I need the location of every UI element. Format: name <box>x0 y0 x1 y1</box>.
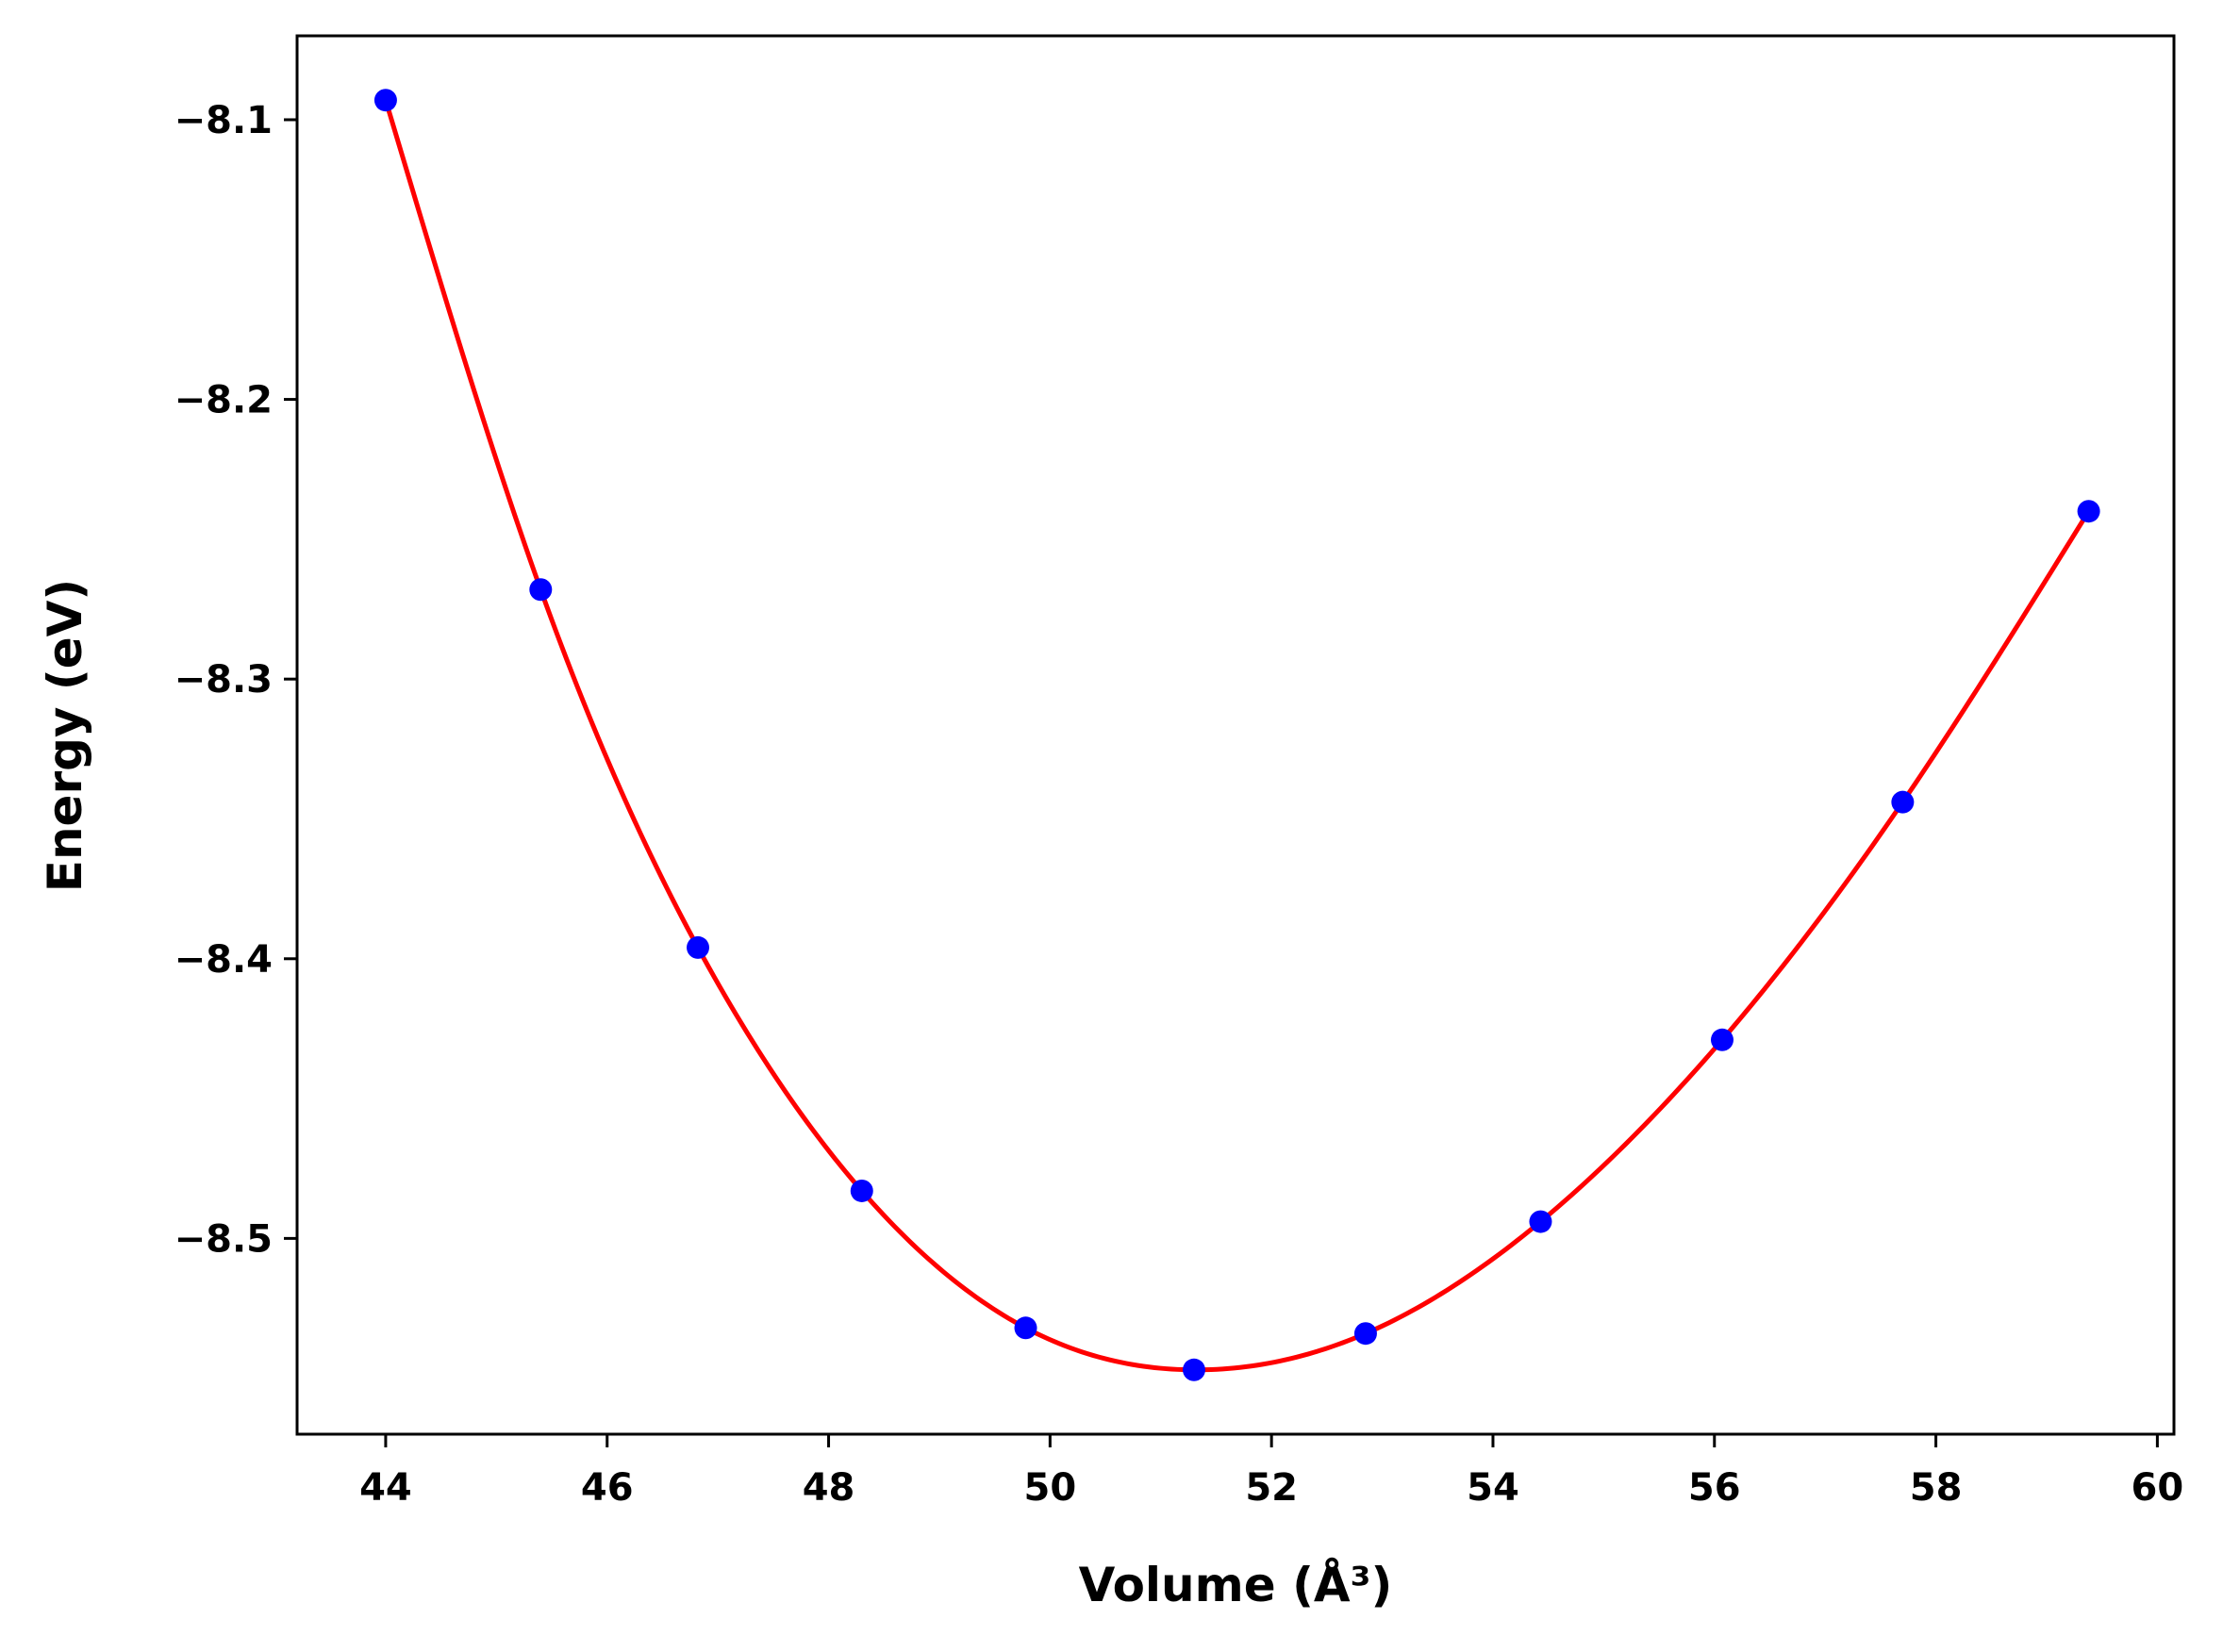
x-tick-label: 58 <box>1910 1466 1963 1510</box>
data-point <box>2077 500 2100 523</box>
x-tick-label: 54 <box>1467 1466 1519 1510</box>
data-point <box>529 578 553 602</box>
x-axis-label: Volume (Å³) <box>1079 1557 1393 1612</box>
data-point <box>1353 1322 1377 1346</box>
data-point <box>687 935 710 959</box>
y-tick-label: −8.3 <box>174 658 273 702</box>
data-point <box>1182 1358 1205 1381</box>
plot-area <box>297 36 2174 1434</box>
y-tick-label: −8.2 <box>174 379 273 422</box>
x-tick-label: 48 <box>803 1466 855 1510</box>
x-tick-label: 46 <box>581 1466 634 1510</box>
y-tick-label: −8.1 <box>174 99 273 142</box>
plot-frame <box>295 34 2176 1436</box>
data-point <box>1710 1028 1734 1051</box>
y-axis: −8.1 −8.2 −8.3 −8.4 −8.5 <box>174 99 297 1261</box>
x-tick-label: 60 <box>2132 1466 2184 1510</box>
y-tick-label: −8.5 <box>174 1217 273 1261</box>
data-point <box>1529 1210 1552 1233</box>
x-axis: 44 46 48 50 52 54 56 58 60 <box>359 1434 2183 1510</box>
data-points-layer <box>373 89 2100 1381</box>
x-tick-label: 44 <box>359 1466 412 1510</box>
y-tick-label: −8.4 <box>174 938 273 982</box>
data-point <box>373 89 397 112</box>
x-tick-label: 50 <box>1024 1466 1077 1510</box>
data-point <box>1891 790 1915 814</box>
data-point <box>850 1179 873 1202</box>
y-axis-label: Energy (eV) <box>38 579 92 892</box>
x-tick-label: 52 <box>1245 1466 1298 1510</box>
x-tick-label: 56 <box>1688 1466 1741 1510</box>
data-point <box>1014 1316 1037 1340</box>
